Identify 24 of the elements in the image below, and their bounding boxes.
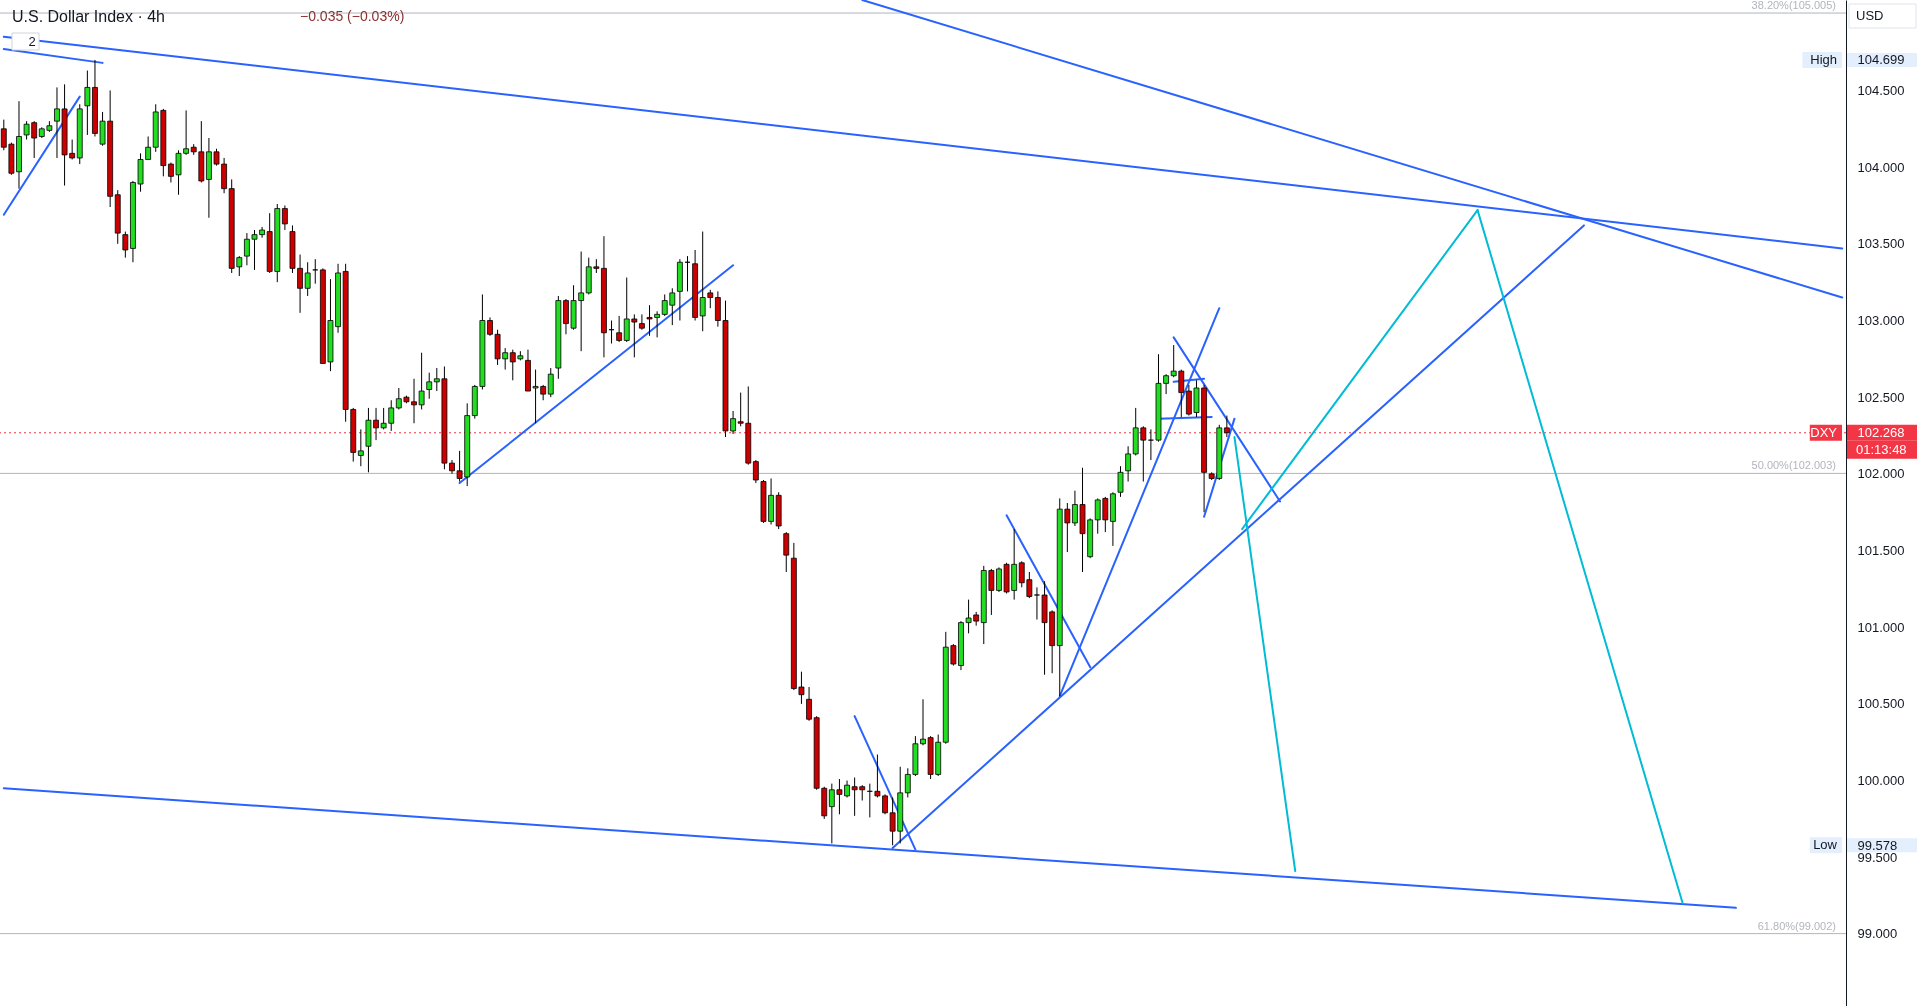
y-tick-label: 104.500 — [1857, 82, 1905, 98]
y-tick-label: 99.000 — [1857, 926, 1898, 942]
y-tick-label: 102.000 — [1857, 466, 1905, 482]
annotation: 2 — [28, 33, 36, 49]
ref-line-label: 61.80%(99.002) — [1757, 919, 1836, 932]
y-tick-label: 100.000 — [1857, 773, 1905, 789]
y-tick-label: 100.500 — [1857, 696, 1905, 712]
text: −0.035 (−0.03%) — [300, 8, 405, 24]
annotation: High — [1810, 51, 1837, 67]
y-tick-label: 101.000 — [1857, 619, 1905, 635]
chart-title: U.S. Dollar Index · 4h — [12, 8, 165, 25]
annotation: Low — [1813, 837, 1838, 853]
y-tick-label: 101.500 — [1857, 543, 1905, 559]
text: 01:13:48 — [1856, 441, 1907, 457]
ref-line-label: 38.20%(105.005) — [1751, 0, 1836, 12]
ref-line-label: 50.00%(102.003) — [1751, 459, 1836, 472]
y-tick-label: 103.000 — [1857, 313, 1905, 329]
y-tick-label: 104.000 — [1857, 159, 1905, 175]
y-tick-label: 104.699 — [1857, 52, 1905, 68]
y-tick-label: 102.500 — [1857, 389, 1905, 405]
y-axis-title: USD — [1856, 8, 1884, 23]
ref-line-label: DXY — [1810, 424, 1838, 440]
y-tick-label: 103.500 — [1857, 236, 1905, 252]
y-tick-label: 102.268 — [1857, 425, 1905, 441]
